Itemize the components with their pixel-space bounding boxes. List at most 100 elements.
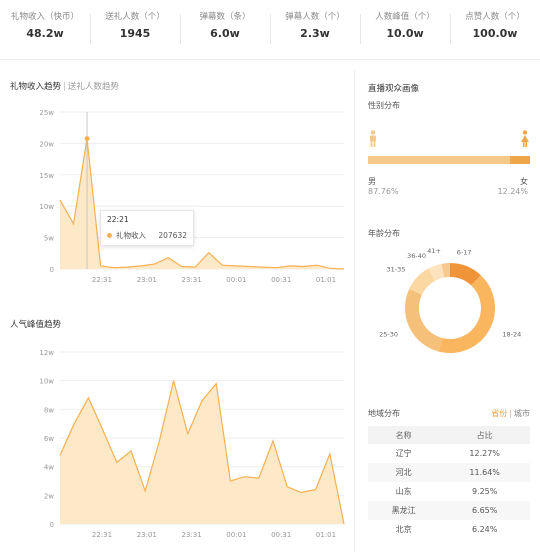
stats-bar: 礼物收入（快币） 48.2w 送礼人数（个） 1945 弹幕数（条） 6.0w …	[0, 0, 540, 60]
trend-panel: 礼物收入趋势 | 送礼人数趋势 0 5w 10w 15w 20w 25w 22:31 23:01 2…	[0, 60, 352, 552]
donut-slice	[438, 275, 495, 353]
region-table: 名称 占比 辽宁 12.27% 河北 11.64% 山东 9.25% 黑龙江 6…	[368, 426, 530, 539]
table-row: 山东 9.25%	[368, 482, 530, 501]
tab-gift-income[interactable]: 礼物收入趋势	[10, 82, 62, 92]
series-dot-icon	[107, 233, 112, 238]
donut-label: 25-30	[379, 331, 398, 339]
hover-point	[84, 136, 90, 142]
region-pct: 12.27%	[469, 449, 500, 458]
donut-slice	[441, 263, 451, 278]
region-name: 辽宁	[395, 449, 412, 458]
stat-gift-income: 礼物收入（快币） 48.2w	[0, 0, 90, 59]
tab-province[interactable]: 省份	[491, 409, 508, 418]
table-header-row: 名称 占比	[368, 426, 530, 444]
gender-title: 性别分布	[368, 101, 400, 110]
donut-slice	[405, 288, 443, 352]
y-tick-label: 8w	[44, 406, 54, 414]
x-tick-label: 22:31	[92, 531, 112, 539]
column-share: 占比	[439, 426, 530, 444]
table-row: 河北 11.64%	[368, 463, 530, 482]
tab-gift-senders[interactable]: 送礼人数趋势	[67, 82, 119, 92]
y-tick-label: 6w	[44, 435, 54, 443]
x-tick-label: 01:01	[316, 276, 336, 284]
stat-value: 10.0w	[386, 27, 424, 40]
y-tick-label: 0	[50, 266, 54, 274]
stat-value: 6.0w	[210, 27, 240, 40]
y-tick-label: 25w	[39, 109, 54, 117]
stat-peak-viewers: 人数峰值（个） 10.0w	[360, 0, 450, 59]
female-person-icon	[521, 130, 529, 147]
x-tick-label: 23:01	[137, 276, 157, 284]
region-pct: 9.25%	[471, 487, 498, 496]
stat-label: 人数峰值（个）	[375, 12, 435, 22]
y-tick-label: 15w	[39, 172, 54, 180]
male-pct: 87.76%	[368, 187, 399, 196]
y-tick-label: 10w	[39, 378, 54, 386]
region-tabs: 省份 | 城市	[491, 408, 530, 419]
panel-divider	[354, 70, 355, 552]
stat-label: 礼物收入（快币）	[10, 12, 79, 22]
region-title: 地域分布	[368, 409, 400, 418]
x-tick-label: 23:31	[182, 276, 202, 284]
series-area	[60, 138, 344, 269]
x-tick-label: 00:31	[271, 531, 291, 539]
series-area	[60, 380, 344, 524]
x-tick-label: 22:31	[92, 276, 112, 284]
region-name: 北京	[395, 525, 412, 534]
region-pct: 11.64%	[439, 463, 530, 482]
donut-slice	[409, 268, 436, 296]
x-tick-label: 23:01	[137, 531, 157, 539]
x-tick-label: 01:01	[316, 531, 336, 539]
x-tick-label: 00:31	[271, 276, 291, 284]
column-name: 名称	[368, 426, 440, 444]
table-row: 黑龙江 6.65%	[368, 501, 530, 520]
table-row: 辽宁 12.27%	[368, 444, 530, 463]
y-tick-label: 2w	[44, 492, 54, 500]
male-label: 男	[368, 177, 376, 186]
gender-bar	[368, 156, 530, 164]
y-tick-label: 5w	[44, 235, 54, 243]
donut-label: 18-24	[502, 331, 521, 339]
audience-panel: 直播观众画像 性别分布 男 87.76% 女 12.24% 年龄分布 6-17 1…	[360, 60, 540, 552]
y-tick-label: 12w	[39, 349, 54, 357]
donut-label: 36-40	[407, 252, 426, 260]
region-pct: 6.24%	[471, 525, 498, 534]
stat-label: 点赞人数（个）	[465, 12, 525, 22]
y-tick-label: 20w	[39, 140, 54, 148]
region-name: 黑龙江	[368, 501, 440, 520]
region-name: 河北	[368, 463, 440, 482]
tooltip-series: 礼物收入	[116, 231, 146, 240]
stat-value: 48.2w	[26, 27, 64, 40]
stat-value: 1945	[119, 27, 151, 40]
peak-viewers-chart[interactable]: 0 2w 4w 6w 8w 10w 12w 22:31 23:01 23:31 00:01 00:31…	[0, 340, 352, 552]
female-pct: 12.24%	[497, 187, 528, 196]
peak-chart-title-text: 人气峰值趋势	[10, 320, 62, 330]
stat-danmaku-count: 弹幕数（条） 6.0w	[180, 0, 270, 59]
female-label: 女	[520, 177, 528, 186]
stat-value: 2.3w	[300, 27, 330, 40]
y-tick-label: 0	[50, 521, 54, 529]
y-tick-label: 4w	[44, 464, 54, 472]
donut-slice	[428, 263, 445, 281]
age-title: 年龄分布	[368, 229, 400, 238]
donut-label: 6-17	[457, 249, 472, 257]
region-pct: 6.65%	[439, 501, 530, 520]
tab-separator: |	[509, 409, 512, 418]
tab-city[interactable]: 城市	[514, 409, 530, 418]
series-line	[59, 138, 345, 270]
donut-slice	[449, 263, 481, 286]
tooltip-value: 207632	[158, 231, 187, 240]
male-person-icon	[370, 130, 376, 147]
y-tick-label: 10w	[39, 203, 54, 211]
stat-gift-senders: 送礼人数（个） 1945	[90, 0, 180, 59]
x-tick-label: 00:01	[226, 531, 246, 539]
audience-title: 直播观众画像	[368, 84, 420, 94]
stat-label: 送礼人数（个）	[105, 12, 165, 22]
gift-income-chart[interactable]: 0 5w 10w 15w 20w 25w 22:31 23:01 23:31 00:01 00:31…	[0, 100, 352, 300]
chart-tooltip: 22:21 礼物收入 207632	[100, 210, 194, 246]
stat-value: 100.0w	[472, 27, 518, 40]
donut-label: 31-35	[387, 266, 406, 274]
series-line	[59, 380, 345, 525]
female-share-bar	[510, 156, 530, 164]
